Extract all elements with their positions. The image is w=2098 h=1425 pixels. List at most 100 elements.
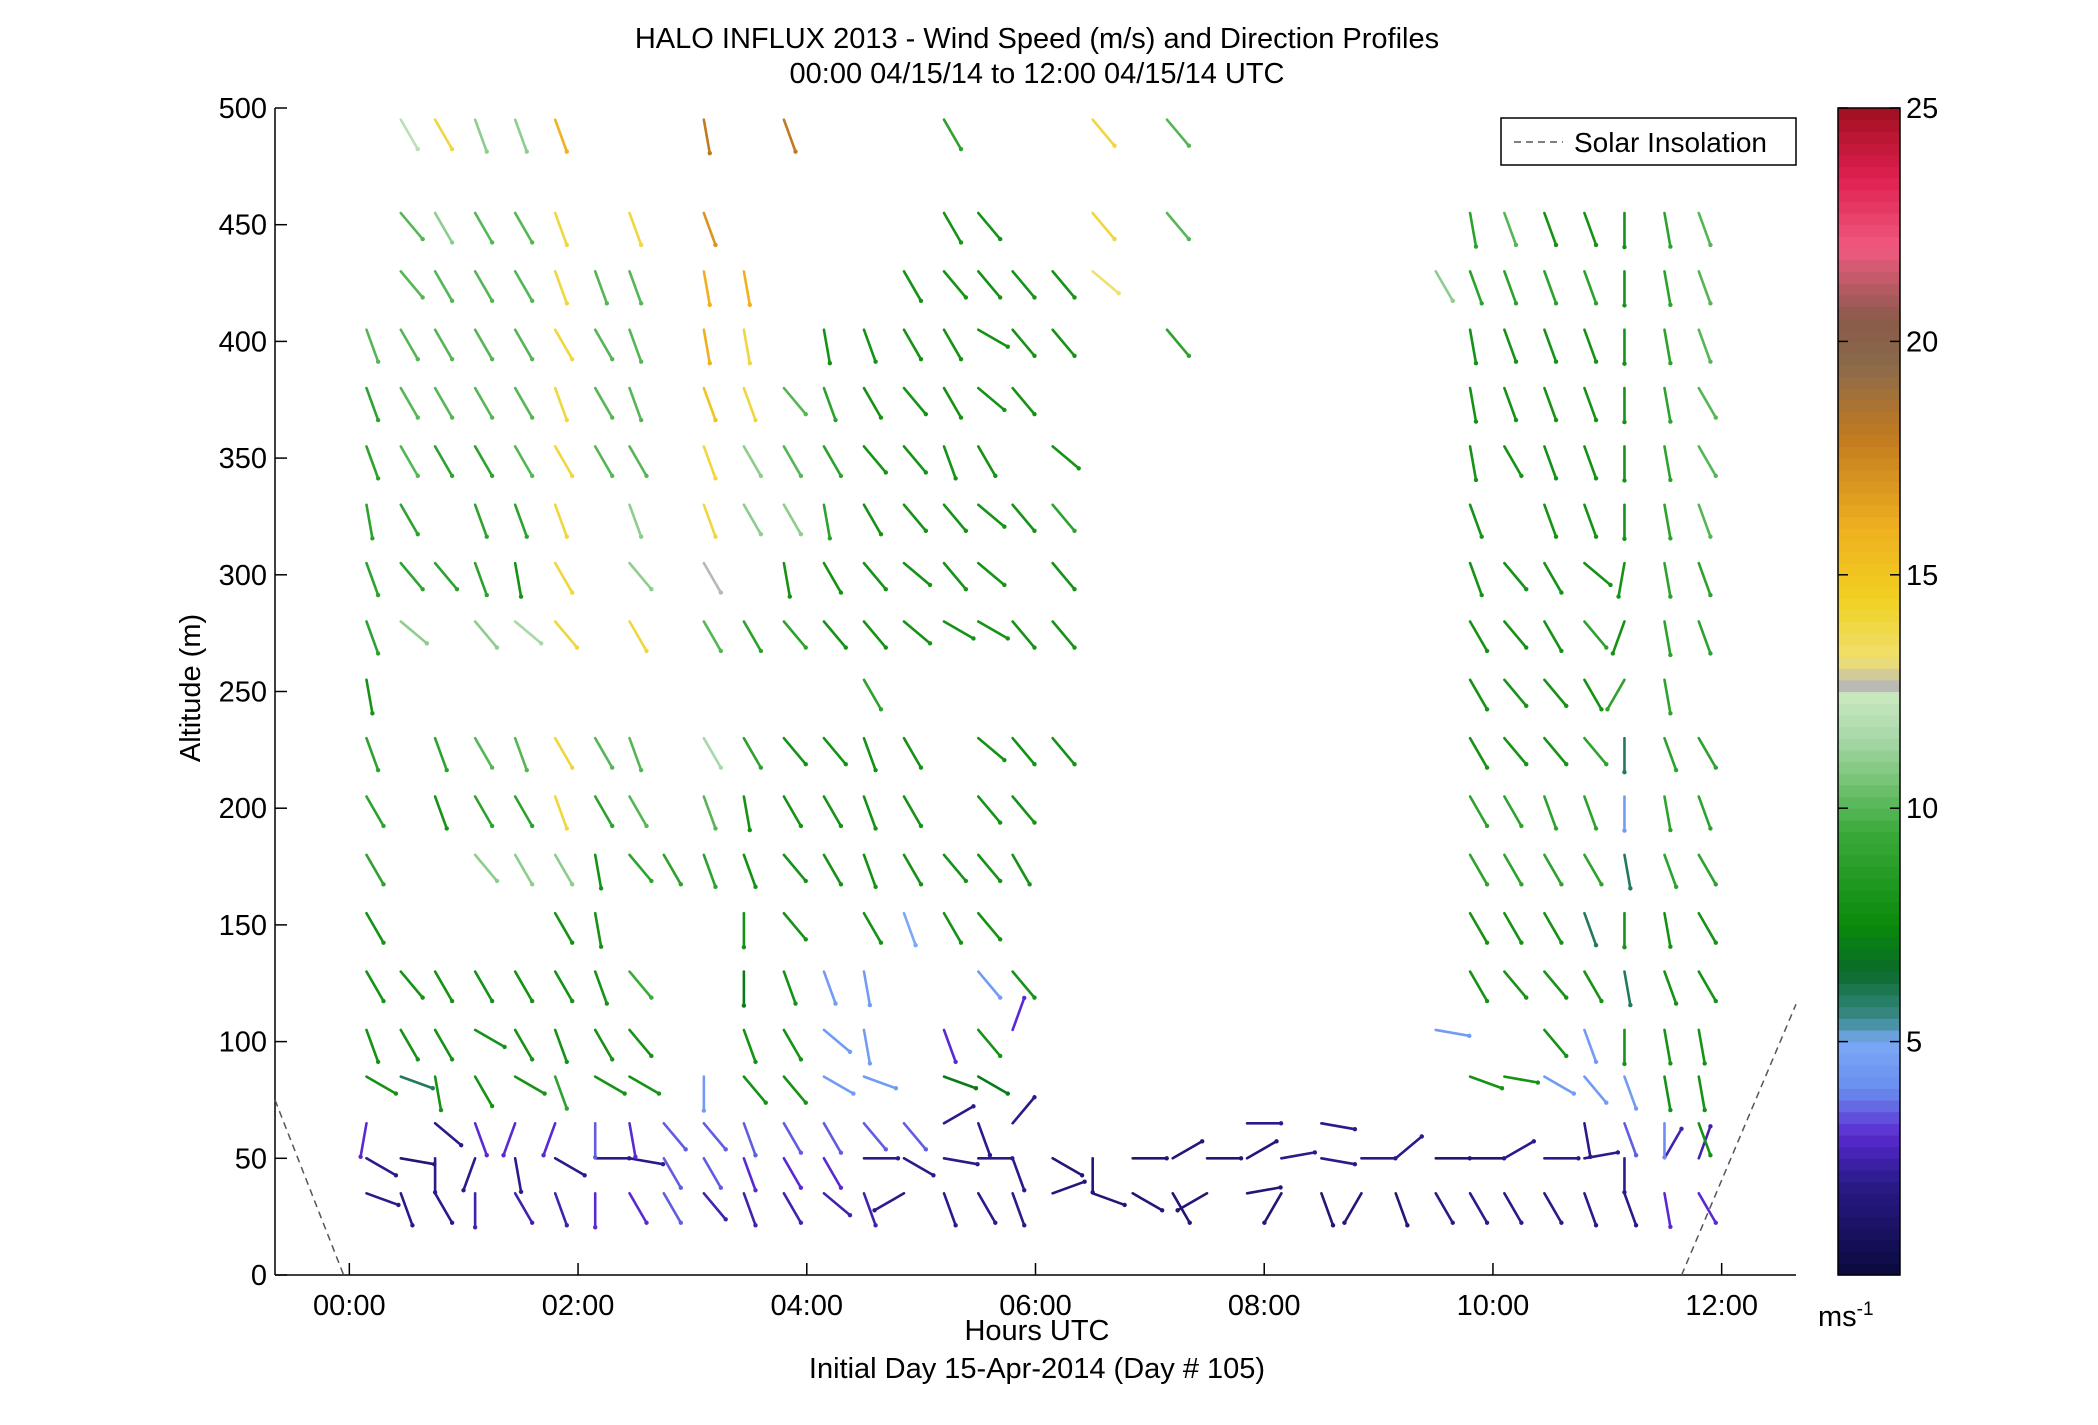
wind-vector-shaft <box>1165 118 1191 148</box>
wind-vector-head <box>472 1225 478 1230</box>
wind-vector <box>1434 1192 1455 1225</box>
wind-vector-head <box>923 1147 929 1152</box>
wind-vector-head <box>763 1100 768 1105</box>
wind-vector-head <box>610 765 615 770</box>
wind-vector-shaft <box>365 1157 398 1177</box>
colorbar-segment <box>1838 621 1900 634</box>
wind-vector <box>1583 853 1604 887</box>
wind-vector-head <box>1519 473 1524 479</box>
wind-vector <box>433 445 455 479</box>
wind-vector-head <box>1484 765 1490 770</box>
wind-vector-head <box>895 1156 901 1161</box>
wind-vector <box>473 1075 495 1109</box>
wind-vector-shaft <box>399 561 424 591</box>
wind-vector-shaft <box>1051 1180 1086 1195</box>
wind-vector-shaft <box>433 736 449 772</box>
colorbar-segment <box>1838 679 1900 693</box>
wind-vector-shaft <box>1583 386 1598 422</box>
wind-vector-shaft <box>1468 853 1489 886</box>
wind-vector <box>513 795 535 829</box>
wind-vector-shaft <box>593 328 614 361</box>
wind-vector-shaft <box>1623 1075 1638 1110</box>
colorbar-segment <box>1838 1181 1900 1194</box>
wind-vector <box>782 445 804 479</box>
wind-vector-shaft <box>553 386 569 422</box>
wind-vector <box>472 1192 478 1230</box>
wind-vector-head <box>1079 1173 1085 1178</box>
wind-vector-head <box>1593 1059 1599 1065</box>
wind-vector-shaft <box>433 328 454 361</box>
wind-vector-head <box>718 590 724 595</box>
wind-vector <box>742 503 764 537</box>
wind-vector-shaft <box>553 118 569 153</box>
wind-vector-head <box>707 302 712 308</box>
wind-vector <box>862 853 878 890</box>
wind-vector-shaft <box>593 1075 626 1095</box>
wind-vector-shaft <box>1091 270 1121 295</box>
wind-vector-head <box>415 356 420 362</box>
wind-vector-shaft <box>399 328 420 361</box>
wind-vector-head <box>1622 1061 1627 1067</box>
wind-vector-shaft <box>1503 678 1528 708</box>
wind-vector-head <box>718 765 724 770</box>
wind-vector-head <box>1593 359 1599 364</box>
wind-vector-shaft <box>1697 736 1718 769</box>
wind-vector-shaft <box>862 620 888 649</box>
colorbar-segment <box>1838 329 1900 342</box>
wind-vector-shaft <box>822 1075 855 1095</box>
wind-vector <box>822 328 833 366</box>
wind-vector-head <box>867 1002 873 1008</box>
wind-vector-shaft <box>359 1121 368 1159</box>
wind-vector-shaft <box>1011 853 1031 886</box>
wind-vector <box>553 386 570 423</box>
wind-vector <box>365 1192 401 1208</box>
wind-vector-head <box>644 1220 649 1225</box>
wind-vector-head <box>449 1220 455 1225</box>
colorbar-segment <box>1838 539 1900 553</box>
wind-vector-head <box>707 361 712 366</box>
wind-vector-head <box>1122 1202 1127 1208</box>
wind-vector <box>1468 795 1490 829</box>
wind-vector-head <box>753 884 758 890</box>
wind-vector-head <box>420 295 425 300</box>
wind-vector <box>1543 445 1559 481</box>
wind-vector-shaft <box>1468 1075 1504 1090</box>
wind-vector <box>1622 1028 1627 1067</box>
wind-vector-head <box>1553 242 1559 248</box>
wind-vector-head <box>424 641 430 646</box>
wind-vector-head <box>638 767 644 773</box>
wind-vector-shaft <box>473 270 494 303</box>
wind-vector <box>513 1192 535 1225</box>
wind-vector-shaft <box>782 1192 803 1225</box>
wind-vector-head <box>1633 1106 1639 1111</box>
wind-vector <box>553 1028 570 1065</box>
wind-vector-shaft <box>628 386 643 422</box>
wind-vector <box>1623 970 1633 1008</box>
colorbar-segment <box>1838 119 1900 132</box>
wind-vector <box>1051 620 1077 650</box>
wind-vector <box>742 1157 758 1193</box>
wind-vector-shaft <box>782 1028 803 1061</box>
wind-vector-head <box>598 944 604 949</box>
wind-vector-shaft <box>782 1075 808 1104</box>
wind-vector-head <box>529 356 535 362</box>
wind-vector <box>942 1104 976 1125</box>
wind-vector <box>433 211 455 245</box>
wind-vector-head <box>454 586 460 592</box>
wind-vector <box>1503 736 1529 767</box>
wind-vector-shaft <box>593 1028 614 1061</box>
colorbar-segment <box>1838 318 1900 331</box>
wind-vector-head <box>1622 361 1627 366</box>
wind-vector-head <box>1072 586 1077 592</box>
wind-vector-shaft <box>365 445 380 480</box>
wind-vector-head <box>833 1001 838 1006</box>
solar-insolation-line-left <box>274 1099 345 1276</box>
wind-vector-shaft <box>1503 1140 1536 1160</box>
wind-vector-shaft <box>1623 1192 1638 1227</box>
wind-vector <box>628 445 649 479</box>
wind-vector <box>741 911 747 950</box>
wind-vector <box>473 1028 507 1050</box>
wind-vector-shaft <box>782 736 808 766</box>
wind-vector <box>1468 211 1479 249</box>
wind-vector-shaft <box>593 911 603 949</box>
